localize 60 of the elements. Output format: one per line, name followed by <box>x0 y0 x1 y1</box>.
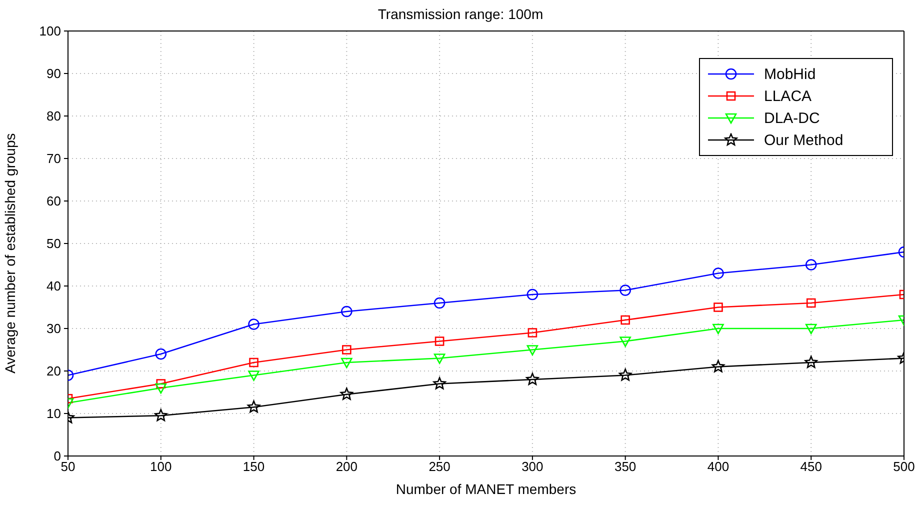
point <box>248 318 260 330</box>
y-tick-label: 30 <box>46 321 61 336</box>
point <box>618 368 632 381</box>
x-tick-label: 100 <box>150 459 172 474</box>
point <box>620 336 631 347</box>
x-tick-label: 50 <box>60 459 76 474</box>
point <box>712 324 724 334</box>
point <box>526 288 538 300</box>
point <box>155 383 167 394</box>
x-tick-label: 500 <box>893 459 915 474</box>
x-tick-label: 150 <box>242 459 265 474</box>
point <box>805 324 817 334</box>
x-tick-label: 400 <box>707 459 730 474</box>
point <box>156 379 166 388</box>
point <box>340 388 354 400</box>
y-tick-label: 100 <box>39 24 61 39</box>
y-tick-label: 70 <box>46 151 61 166</box>
point <box>806 298 816 308</box>
y-tick-label: 60 <box>46 194 61 209</box>
y-axis-title: Average number of established groups <box>2 133 18 374</box>
y-tick-label: 20 <box>46 364 61 379</box>
point <box>341 306 352 318</box>
x-tick-label: 250 <box>428 459 450 474</box>
point <box>341 358 352 368</box>
point <box>434 354 446 364</box>
point <box>248 370 260 381</box>
y-tick-label: 40 <box>46 278 61 294</box>
point <box>342 345 352 354</box>
x-axis-title: Number of MANET members <box>396 481 576 497</box>
point <box>804 356 818 368</box>
point <box>805 259 817 270</box>
point <box>154 408 168 422</box>
legend-label: Our Method <box>764 132 844 148</box>
point <box>526 372 539 386</box>
y-tick-label: 90 <box>46 66 61 82</box>
legend-label: LLACA <box>764 88 812 104</box>
point <box>714 302 723 312</box>
point <box>433 377 446 390</box>
legend-label: DLA-DC <box>764 110 820 126</box>
y-tick-label: 50 <box>46 236 61 252</box>
x-tick-label: 450 <box>800 459 822 474</box>
point <box>712 360 725 372</box>
x-tick-label: 350 <box>614 459 636 474</box>
point <box>155 348 167 360</box>
y-tick-label: 80 <box>46 108 61 124</box>
point <box>434 336 444 346</box>
y-tick-label: 0 <box>54 448 61 464</box>
point <box>712 268 724 279</box>
point <box>249 358 258 368</box>
y-tick-label: 10 <box>46 406 61 422</box>
point <box>620 284 631 296</box>
point <box>247 400 260 413</box>
x-tick-label: 300 <box>522 459 544 474</box>
point <box>434 297 446 309</box>
chart-title: Transmission range: 100m <box>376 6 544 22</box>
legend-label: MobHid <box>764 66 816 82</box>
x-tick-label: 200 <box>336 459 358 474</box>
point <box>620 315 630 325</box>
point <box>526 345 538 356</box>
point <box>528 328 538 338</box>
